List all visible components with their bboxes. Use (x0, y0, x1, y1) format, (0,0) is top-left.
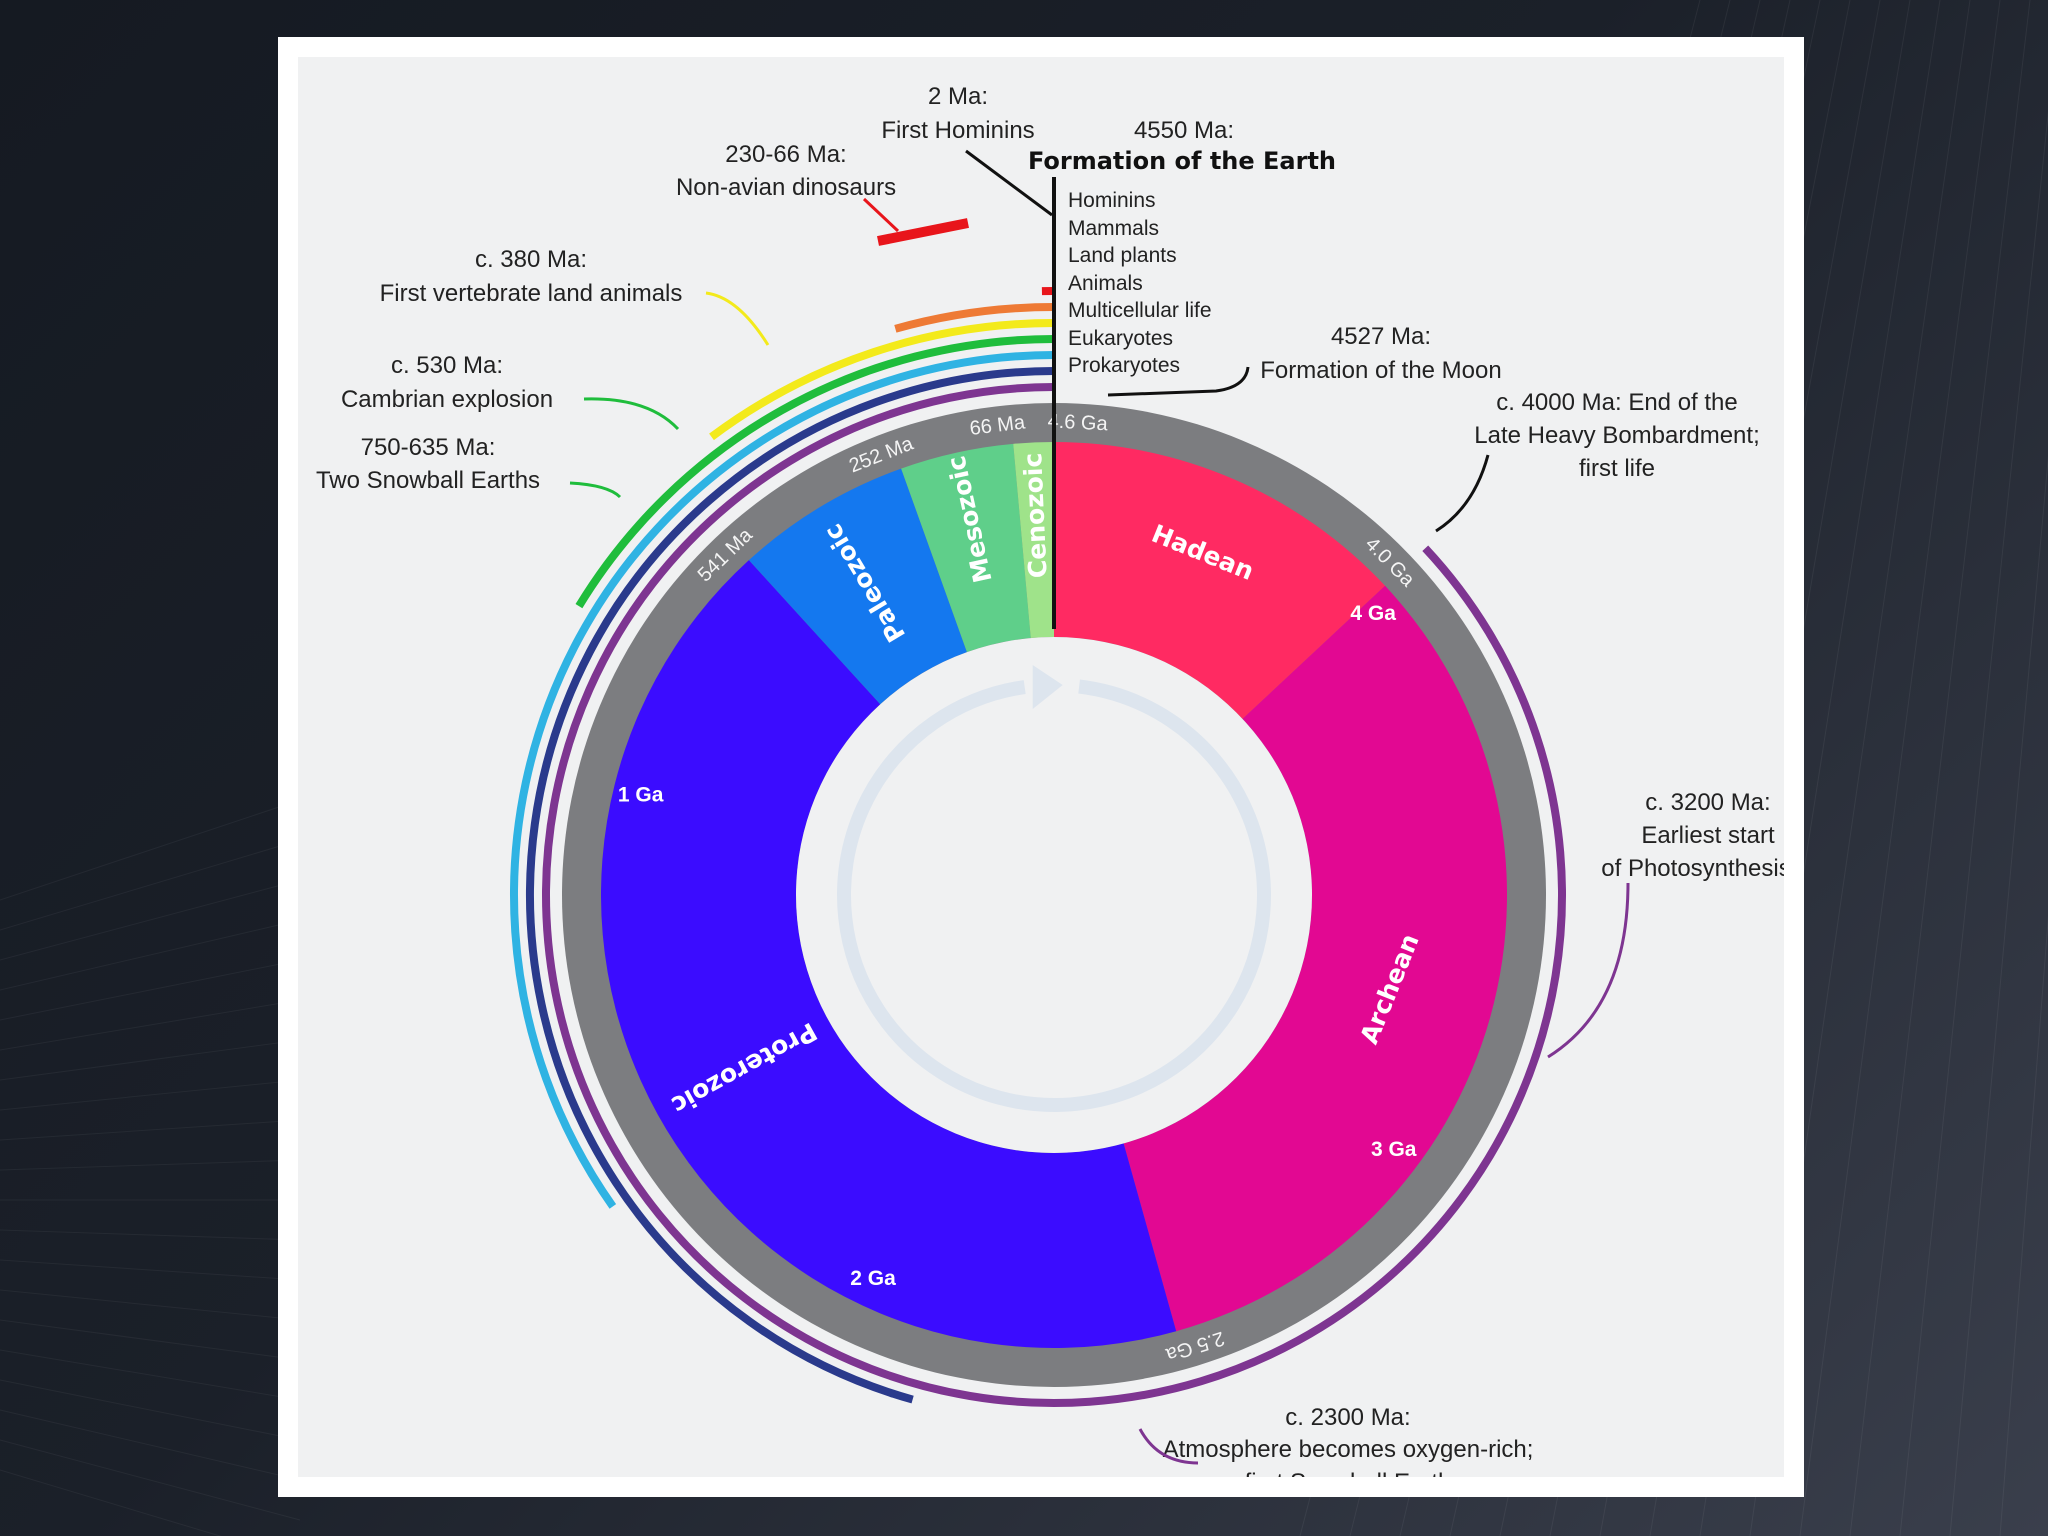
event-dinosaurs-time: 230-66 Ma: (725, 141, 846, 168)
event-photosynthesis-time: c. 3200 Ma: (1645, 789, 1770, 816)
event-bombardment-time: c. 4000 Ma: End of the (1496, 389, 1738, 416)
background-line (0, 1349, 301, 1401)
background-line (0, 1409, 301, 1481)
hominins-leader-line (965, 149, 1053, 217)
earth-formation-time: 4550 Ma: (1134, 117, 1234, 144)
eon-wedge-mesozoic (901, 443, 1031, 653)
eon-wedge-proterozoic (601, 560, 1177, 1348)
diagram-area: 4.6 Ga 66 Ma 252 Ma 541 Ma 4.0 Ga 2.5 Ga 4 Ga 3… (298, 57, 1784, 1477)
life-arc-eukaryotes (526, 367, 1055, 1404)
eon-wedge-paleozoic (748, 468, 967, 705)
eon-wedge-archean (1123, 585, 1507, 1332)
photosynthesis-leader-line (1547, 882, 1630, 1059)
life-arc-multicellular-life (510, 351, 1055, 1209)
center-hole (796, 637, 1312, 1153)
snowball-leader-line (569, 481, 622, 499)
stack-label-eukaryotes: Eukaryotes (1068, 327, 1173, 350)
life-arc-mammals (894, 303, 1055, 333)
background-line (1999, 915, 2048, 1536)
event-photosynthesis-text: Earliest start (1641, 822, 1775, 849)
background-line (0, 959, 301, 1021)
stack-label-multicellular: Multicellular life (1068, 299, 1212, 322)
event-bombardment-text2: first life (1579, 455, 1655, 482)
background-line (0, 1159, 301, 1171)
earth-formation-label: Formation of the Earth (1028, 147, 1336, 175)
background-line (0, 1119, 301, 1141)
clockwise-arrow (837, 665, 1271, 1112)
background-line (0, 999, 301, 1051)
event-moon-text: Formation of the Moon (1260, 357, 1501, 384)
background-line (1949, 455, 2048, 1536)
life-arcs (510, 287, 1566, 1407)
background-line (0, 1319, 301, 1361)
event-cambrian-text: Cambrian explosion (341, 386, 553, 413)
event-photosynthesis-text2: of Photosynthesis (1601, 855, 1784, 882)
event-land-animals-text: First vertebrate land animals (380, 280, 683, 307)
event-moon-time: 4527 Ma: (1331, 323, 1431, 350)
background-line (0, 799, 301, 901)
eon-wedge-cenozoic (1013, 442, 1054, 639)
dinosaurs-leader-line (862, 197, 900, 233)
life-arc-animals (575, 335, 1055, 609)
dinosaurs-arc (877, 218, 969, 246)
eon-wedges (601, 442, 1507, 1348)
land-animals-leader-line (705, 291, 770, 346)
life-arc-prokaryotes (542, 383, 1566, 1407)
background-line (0, 1439, 301, 1521)
stack-label-hominins: Hominins (1068, 189, 1156, 212)
life-stack: Hominins Mammals Land plants Animals Mul… (1068, 189, 1212, 377)
clockwise-arrow-head (1032, 665, 1063, 710)
event-hominins-time: 2 Ma: (928, 83, 988, 110)
life-arc-land-plants (709, 319, 1055, 441)
inner-tick-label: 3 Ga (1371, 1138, 1417, 1161)
ring-tick-label: 4.6 Ga (1047, 410, 1109, 435)
inner-tick-label: 4 Ga (1350, 602, 1396, 625)
background-line (0, 879, 301, 961)
event-oxygen-text: Atmosphere becomes oxygen-rich; (1163, 1436, 1534, 1463)
background-line (0, 1079, 301, 1111)
background-line (0, 1039, 301, 1081)
inner-tick-label: 1 Ga (618, 784, 664, 807)
oxygen-leader-line (1138, 1428, 1199, 1465)
moon-leader-line (1107, 366, 1250, 397)
event-oxygen-time: c. 2300 Ma: (1285, 1404, 1410, 1431)
background-line (1899, 110, 2048, 1536)
background-line (0, 1379, 301, 1441)
eon-label-cenozoic: Cenozoic (1018, 452, 1053, 579)
bombardment-leader-line (1435, 454, 1490, 533)
eon-wedge-hadean (1054, 442, 1386, 719)
event-land-animals-time: c. 380 Ma: (475, 246, 587, 273)
event-bombardment-text: Late Heavy Bombardment; (1474, 422, 1759, 449)
stack-label-animals: Animals (1068, 272, 1143, 295)
event-cambrian-time: c. 530 Ma: (391, 352, 503, 379)
background-line (0, 1259, 301, 1281)
event-dinosaurs-text: Non-avian dinosaurs (676, 174, 896, 201)
background-line (0, 1289, 301, 1321)
background-line (0, 919, 301, 991)
background-line (0, 839, 301, 931)
background-line (0, 1229, 301, 1241)
stack-label-land-plants: Land plants (1068, 244, 1177, 267)
diagram-card: 4.6 Ga 66 Ma 252 Ma 541 Ma 4.0 Ga 2.5 Ga 4 Ga 3… (278, 37, 1804, 1497)
stack-label-prokaryotes: Prokaryotes (1068, 354, 1180, 377)
cambrian-leader-line (583, 397, 680, 431)
background-line (1849, 0, 2031, 1536)
background-line (1799, 0, 2001, 1536)
inner-tick-label: 2 Ga (850, 1267, 896, 1290)
background-line (0, 1469, 222, 1536)
event-oxygen-text2: first Snowball Earth (1245, 1469, 1452, 1477)
clockwise-arrow-arc (837, 679, 1271, 1112)
event-hominins-text: First Hominins (881, 117, 1034, 144)
stack-label-mammals: Mammals (1068, 217, 1159, 240)
event-snowball-time: 750-635 Ma: (361, 434, 496, 461)
center-disc (796, 637, 1312, 1153)
event-snowball-text: Two Snowball Earths (316, 467, 540, 494)
